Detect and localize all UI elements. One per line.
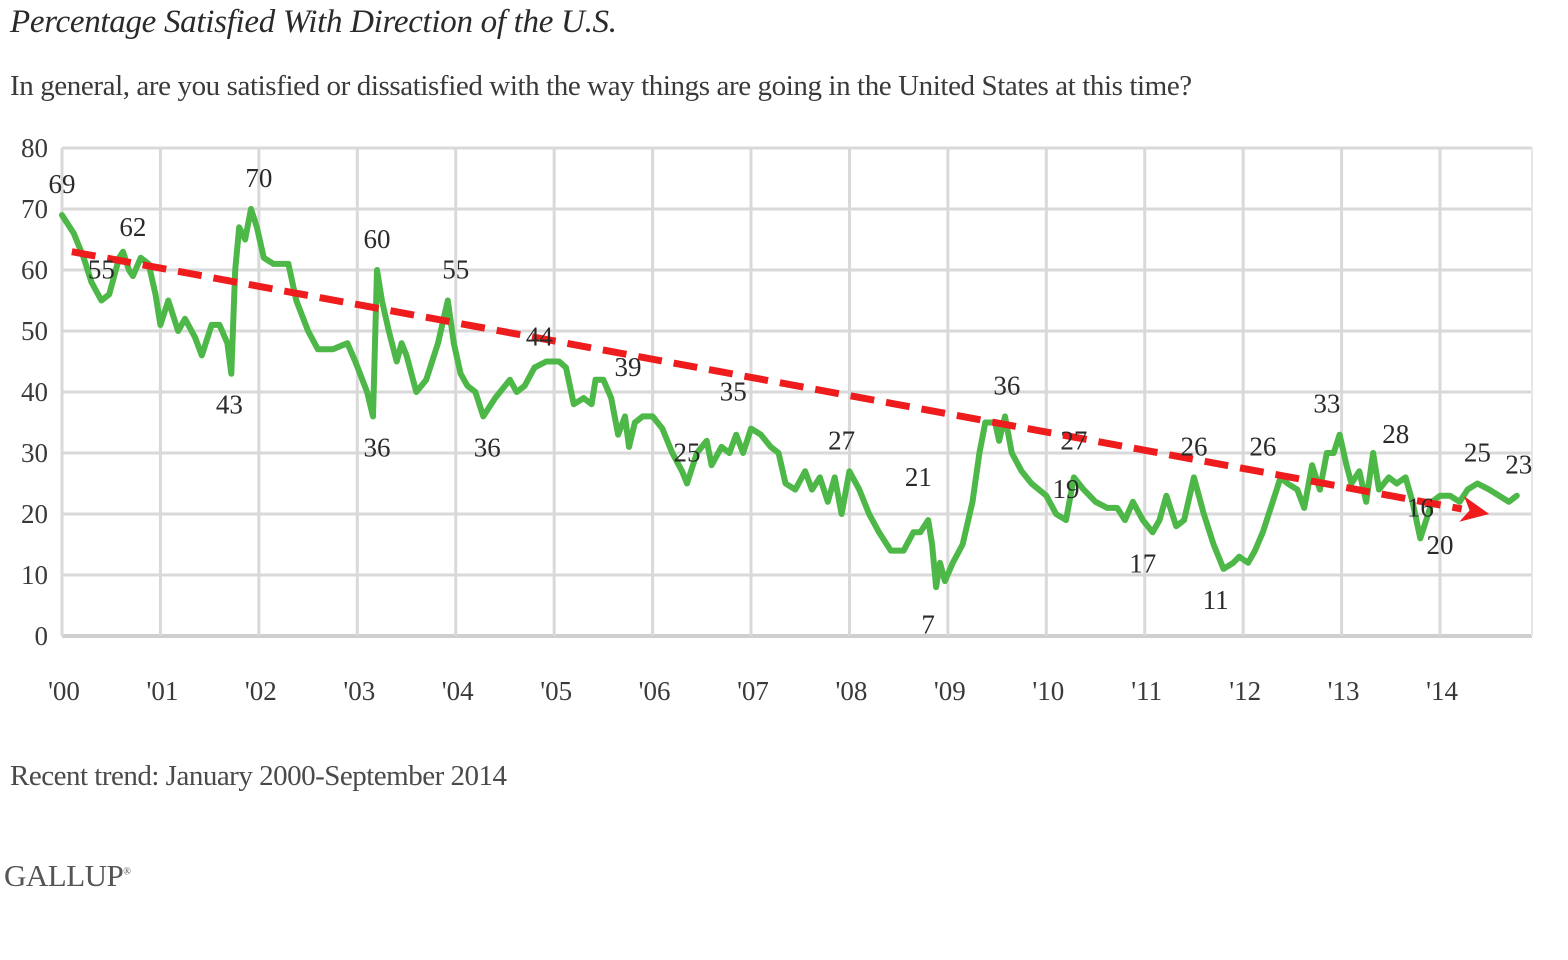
y-tick-label: 20 (21, 499, 48, 529)
data-label: 20 (1427, 530, 1454, 560)
data-label: 33 (1313, 389, 1340, 419)
y-tick-label: 60 (21, 255, 48, 285)
data-label: 17 (1129, 548, 1156, 578)
data-labels: 6955624370603655364439253527217362719172… (49, 163, 1533, 639)
data-label: 69 (49, 169, 76, 199)
trend-note: Recent trend: January 2000-September 201… (10, 760, 507, 792)
data-label: 44 (526, 322, 554, 352)
data-label: 55 (88, 255, 115, 285)
logo-text: GALLUP (4, 858, 124, 893)
data-label: 27 (1060, 425, 1087, 455)
x-tick-label: '11 (1131, 676, 1162, 706)
x-tick-label: '14 (1426, 676, 1458, 706)
data-label: 11 (1203, 585, 1229, 615)
y-tick-label: 10 (21, 560, 48, 590)
x-tick-label: '10 (1032, 676, 1064, 706)
data-label: 35 (720, 377, 747, 407)
y-tick-label: 40 (21, 377, 48, 407)
x-tick-label: '06 (639, 676, 671, 706)
data-label: 26 (1180, 431, 1207, 461)
x-tick-label: '08 (836, 676, 868, 706)
data-label: 70 (245, 163, 272, 193)
data-label: 62 (119, 212, 146, 242)
x-tick-label: '05 (540, 676, 572, 706)
gridlines (60, 146, 1533, 638)
data-label: 60 (363, 224, 390, 254)
series-layer (59, 206, 1520, 591)
data-label: 26 (1249, 431, 1276, 461)
chart-subtitle: In general, are you satisfied or dissati… (10, 70, 1192, 102)
data-label: 19 (1052, 474, 1079, 504)
y-tick-label: 0 (35, 621, 49, 651)
y-axis-ticks: 0 10 20 30 40 50 60 70 80 (21, 133, 48, 651)
satisfied-line (59, 206, 1520, 591)
trend-line (71, 248, 1463, 513)
x-tick-label: '13 (1328, 676, 1360, 706)
y-tick-label: 30 (21, 438, 48, 468)
data-label: 36 (993, 370, 1020, 400)
data-label: 7 (921, 609, 935, 639)
data-label: 36 (474, 432, 501, 462)
x-tick-label: '03 (343, 676, 375, 706)
x-tick-label: '07 (737, 676, 769, 706)
x-tick-label: '12 (1229, 676, 1261, 706)
data-label: 36 (363, 432, 390, 462)
data-label: 28 (1382, 419, 1409, 449)
x-tick-label: '01 (146, 676, 178, 706)
trend-arrowhead (1459, 496, 1490, 522)
y-tick-label: 50 (21, 316, 48, 346)
data-label: 43 (216, 390, 243, 420)
data-label: 55 (442, 255, 469, 285)
y-tick-label: 80 (21, 133, 48, 163)
data-label: 16 (1407, 492, 1434, 522)
y-tick-label: 70 (21, 194, 48, 224)
data-label: 27 (828, 425, 855, 455)
x-tick-label: '09 (934, 676, 966, 706)
data-label: 23 (1505, 450, 1532, 480)
gallup-logo: GALLUP® (4, 858, 131, 893)
data-label: 25 (674, 438, 701, 468)
x-tick-label: '02 (245, 676, 277, 706)
data-label: 39 (614, 352, 641, 382)
x-axis-ticks: '00 '01 '02 '03 '04 '05 '06 '07 '08 '09 '10 '11 '12 '… (48, 676, 1458, 706)
x-tick-label: '00 (48, 676, 80, 706)
chart-title: Percentage Satisfied With Direction of t… (10, 4, 617, 40)
x-tick-label: '04 (442, 676, 474, 706)
data-label: 21 (905, 462, 932, 492)
data-label: 25 (1464, 438, 1491, 468)
